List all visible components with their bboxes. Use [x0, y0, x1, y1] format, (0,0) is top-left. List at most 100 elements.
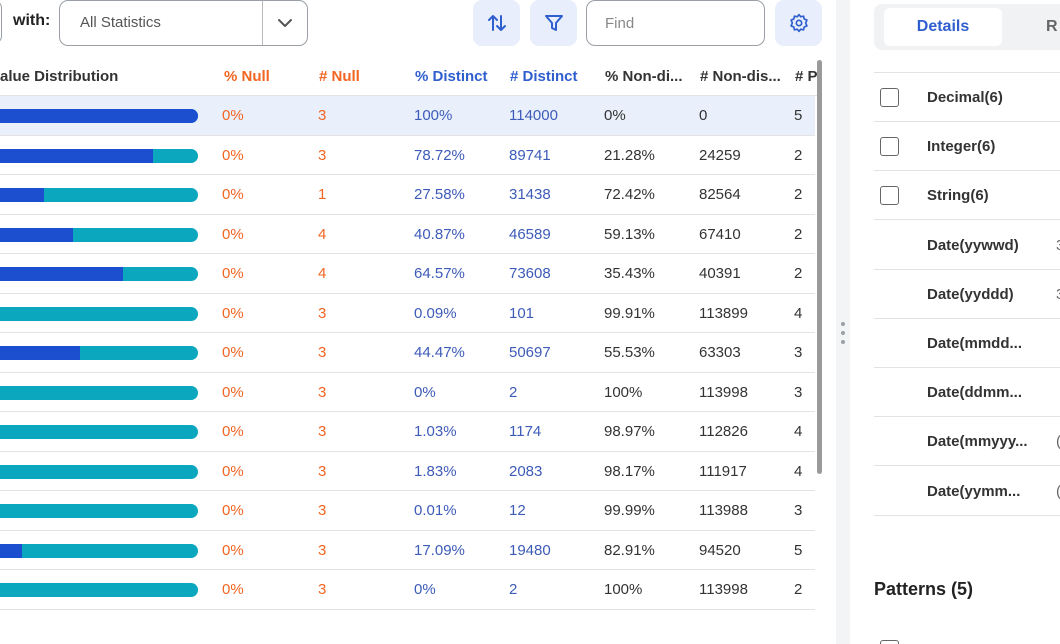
tab-details[interactable]: Details — [884, 8, 1002, 46]
statistics-select[interactable]: All Statistics — [59, 0, 308, 46]
table-row[interactable]: 0% 3 78.72% 89741 21.28% 24259 2 — [0, 136, 815, 175]
statistics-select-value: All Statistics — [80, 14, 161, 31]
num-null-cell: 3 — [318, 383, 327, 401]
header-pct-null[interactable]: % Null — [224, 68, 270, 85]
table-row[interactable]: 0% 3 1.03% 1174 98.97% 112826 4 — [0, 412, 815, 452]
num-null-cell: 3 — [318, 541, 327, 559]
value-distribution-bar — [0, 583, 198, 597]
cut-column-cell: 2 — [794, 146, 803, 164]
data-type-item[interactable]: Date(mmdd... — [874, 319, 1060, 368]
table-row[interactable]: 0% 3 44.47% 50697 55.53% 63303 3 — [0, 333, 815, 373]
header-value-distribution[interactable]: alue Distribution — [0, 68, 119, 85]
num-distinct-cell: 89741 — [509, 146, 551, 164]
num-non-distinct-cell: 24259 — [699, 146, 741, 164]
details-tabs: Details R — [874, 4, 1060, 50]
pct-non-distinct-cell: 100% — [604, 383, 643, 401]
data-type-item[interactable]: String(6) — [874, 171, 1060, 221]
value-distribution-bar — [0, 267, 198, 281]
distinct-fill — [0, 346, 81, 360]
num-null-cell: 3 — [318, 581, 327, 598]
pct-non-distinct-cell: 99.91% — [604, 304, 655, 322]
cut-column-cell: 4 — [794, 304, 803, 322]
pct-non-distinct-cell: 21.28% — [604, 146, 655, 164]
table-row[interactable]: 0% 1 27.58% 31438 72.42% 82564 2 — [0, 175, 815, 215]
data-type-item[interactable]: Date(yywwd) 3 — [874, 221, 1060, 270]
table-row[interactable]: 0% 3 0% 2 100% 113998 2 — [0, 570, 815, 610]
table-row[interactable]: 0% 4 40.87% 46589 59.13% 67410 2 — [0, 215, 815, 254]
handle-dot — [841, 340, 845, 344]
data-type-item[interactable]: Date(ddmm... — [874, 368, 1060, 418]
pct-non-distinct-cell: 72.42% — [604, 186, 655, 203]
table-scrollbar[interactable] — [817, 60, 822, 474]
table-row[interactable]: 0% 3 0% 2 100% 113998 3 — [0, 373, 815, 412]
num-distinct-cell: 2083 — [509, 462, 543, 480]
num-non-distinct-cell: 113998 — [699, 383, 748, 401]
sort-button[interactable] — [473, 0, 520, 46]
header-cut-column[interactable]: # P — [795, 68, 818, 85]
header-pct-distinct[interactable]: % Distinct — [415, 68, 488, 85]
data-type-value-fragment: ( — [1056, 433, 1060, 450]
pct-null-cell: 0% — [222, 344, 244, 361]
data-type-label: Date(mmyyy... — [927, 433, 1028, 451]
data-type-checkbox[interactable] — [880, 137, 899, 157]
num-distinct-cell: 2 — [509, 383, 518, 401]
pct-distinct-cell: 27.58% — [414, 186, 465, 203]
num-null-cell: 1 — [318, 186, 327, 203]
pct-non-distinct-cell: 98.97% — [604, 423, 655, 440]
num-non-distinct-cell: 111917 — [699, 462, 747, 480]
pct-distinct-cell: 0.01% — [414, 502, 457, 519]
header-num-null[interactable]: # Null — [319, 68, 360, 85]
data-type-item[interactable]: Date(yyddd) 3 — [874, 270, 1060, 319]
pct-non-distinct-cell: 35.43% — [604, 265, 655, 282]
data-type-item[interactable]: Decimal(6) — [874, 73, 1060, 122]
num-null-cell: 3 — [318, 146, 327, 164]
cut-column-cell: 2 — [794, 265, 803, 282]
table-row[interactable]: 0% 3 1.83% 2083 98.17% 111917 4 — [0, 452, 815, 491]
distinct-fill — [0, 543, 23, 558]
num-non-distinct-cell: 82564 — [699, 186, 741, 203]
num-non-distinct-cell: 0 — [699, 107, 708, 124]
pct-distinct-cell: 17.09% — [414, 541, 465, 559]
pattern-checkbox[interactable] — [880, 640, 899, 644]
settings-button[interactable] — [775, 0, 822, 46]
value-distribution-bar — [0, 504, 198, 518]
data-type-checkbox[interactable] — [880, 88, 899, 107]
pct-null-cell: 0% — [222, 107, 244, 124]
num-distinct-cell: 114000 — [509, 107, 558, 124]
table-row[interactable]: 0% 3 17.09% 19480 82.91% 94520 5 — [0, 531, 815, 570]
header-num-non-distinct[interactable]: # Non-dis... — [700, 68, 781, 85]
cut-column-cell: 5 — [794, 541, 803, 559]
num-null-cell: 3 — [318, 462, 327, 480]
table-row[interactable]: 0% 3 0.09% 101 99.91% 113899 4 — [0, 294, 815, 333]
pct-non-distinct-cell: 99.99% — [604, 502, 655, 519]
pct-non-distinct-cell: 98.17% — [604, 462, 655, 480]
table-row[interactable]: 0% 3 0.01% 12 99.99% 113988 3 — [0, 491, 815, 531]
num-non-distinct-cell: 94520 — [699, 541, 741, 559]
num-distinct-cell: 101 — [509, 304, 535, 322]
cut-off-control[interactable] — [0, 0, 2, 44]
value-distribution-bar — [0, 227, 198, 242]
header-num-distinct[interactable]: # Distinct — [510, 68, 578, 85]
table-row[interactable]: 0% 3 100% 114000 0% 0 5 — [0, 96, 815, 136]
value-distribution-bar — [0, 188, 198, 202]
data-type-item[interactable]: Date(mmyyy... ( — [874, 417, 1060, 467]
data-type-label: Decimal(6) — [927, 89, 1003, 106]
find-input[interactable] — [586, 0, 765, 46]
panel-resize-handle[interactable] — [836, 0, 850, 644]
header-pct-non-distinct[interactable]: % Non-di... — [605, 68, 683, 85]
tab-other[interactable]: R — [1046, 18, 1058, 35]
num-non-distinct-cell: 112826 — [699, 423, 748, 440]
num-non-distinct-cell: 67410 — [699, 225, 741, 243]
num-null-cell: 3 — [318, 304, 327, 322]
data-type-item[interactable]: Integer(6) — [874, 122, 1060, 172]
pct-null-cell: 0% — [222, 581, 244, 598]
table-row[interactable]: 0% 4 64.57% 73608 35.43% 40391 2 — [0, 254, 815, 294]
cut-column-cell: 3 — [794, 344, 803, 361]
filter-button[interactable] — [530, 0, 577, 46]
pct-null-cell: 0% — [222, 304, 244, 322]
data-type-item[interactable]: Date(yymm... ( — [874, 467, 1060, 516]
data-type-checkbox[interactable] — [880, 186, 899, 206]
select-divider — [262, 1, 263, 45]
num-non-distinct-cell: 113998 — [699, 581, 748, 598]
data-type-value-fragment: 3 — [1056, 237, 1060, 254]
